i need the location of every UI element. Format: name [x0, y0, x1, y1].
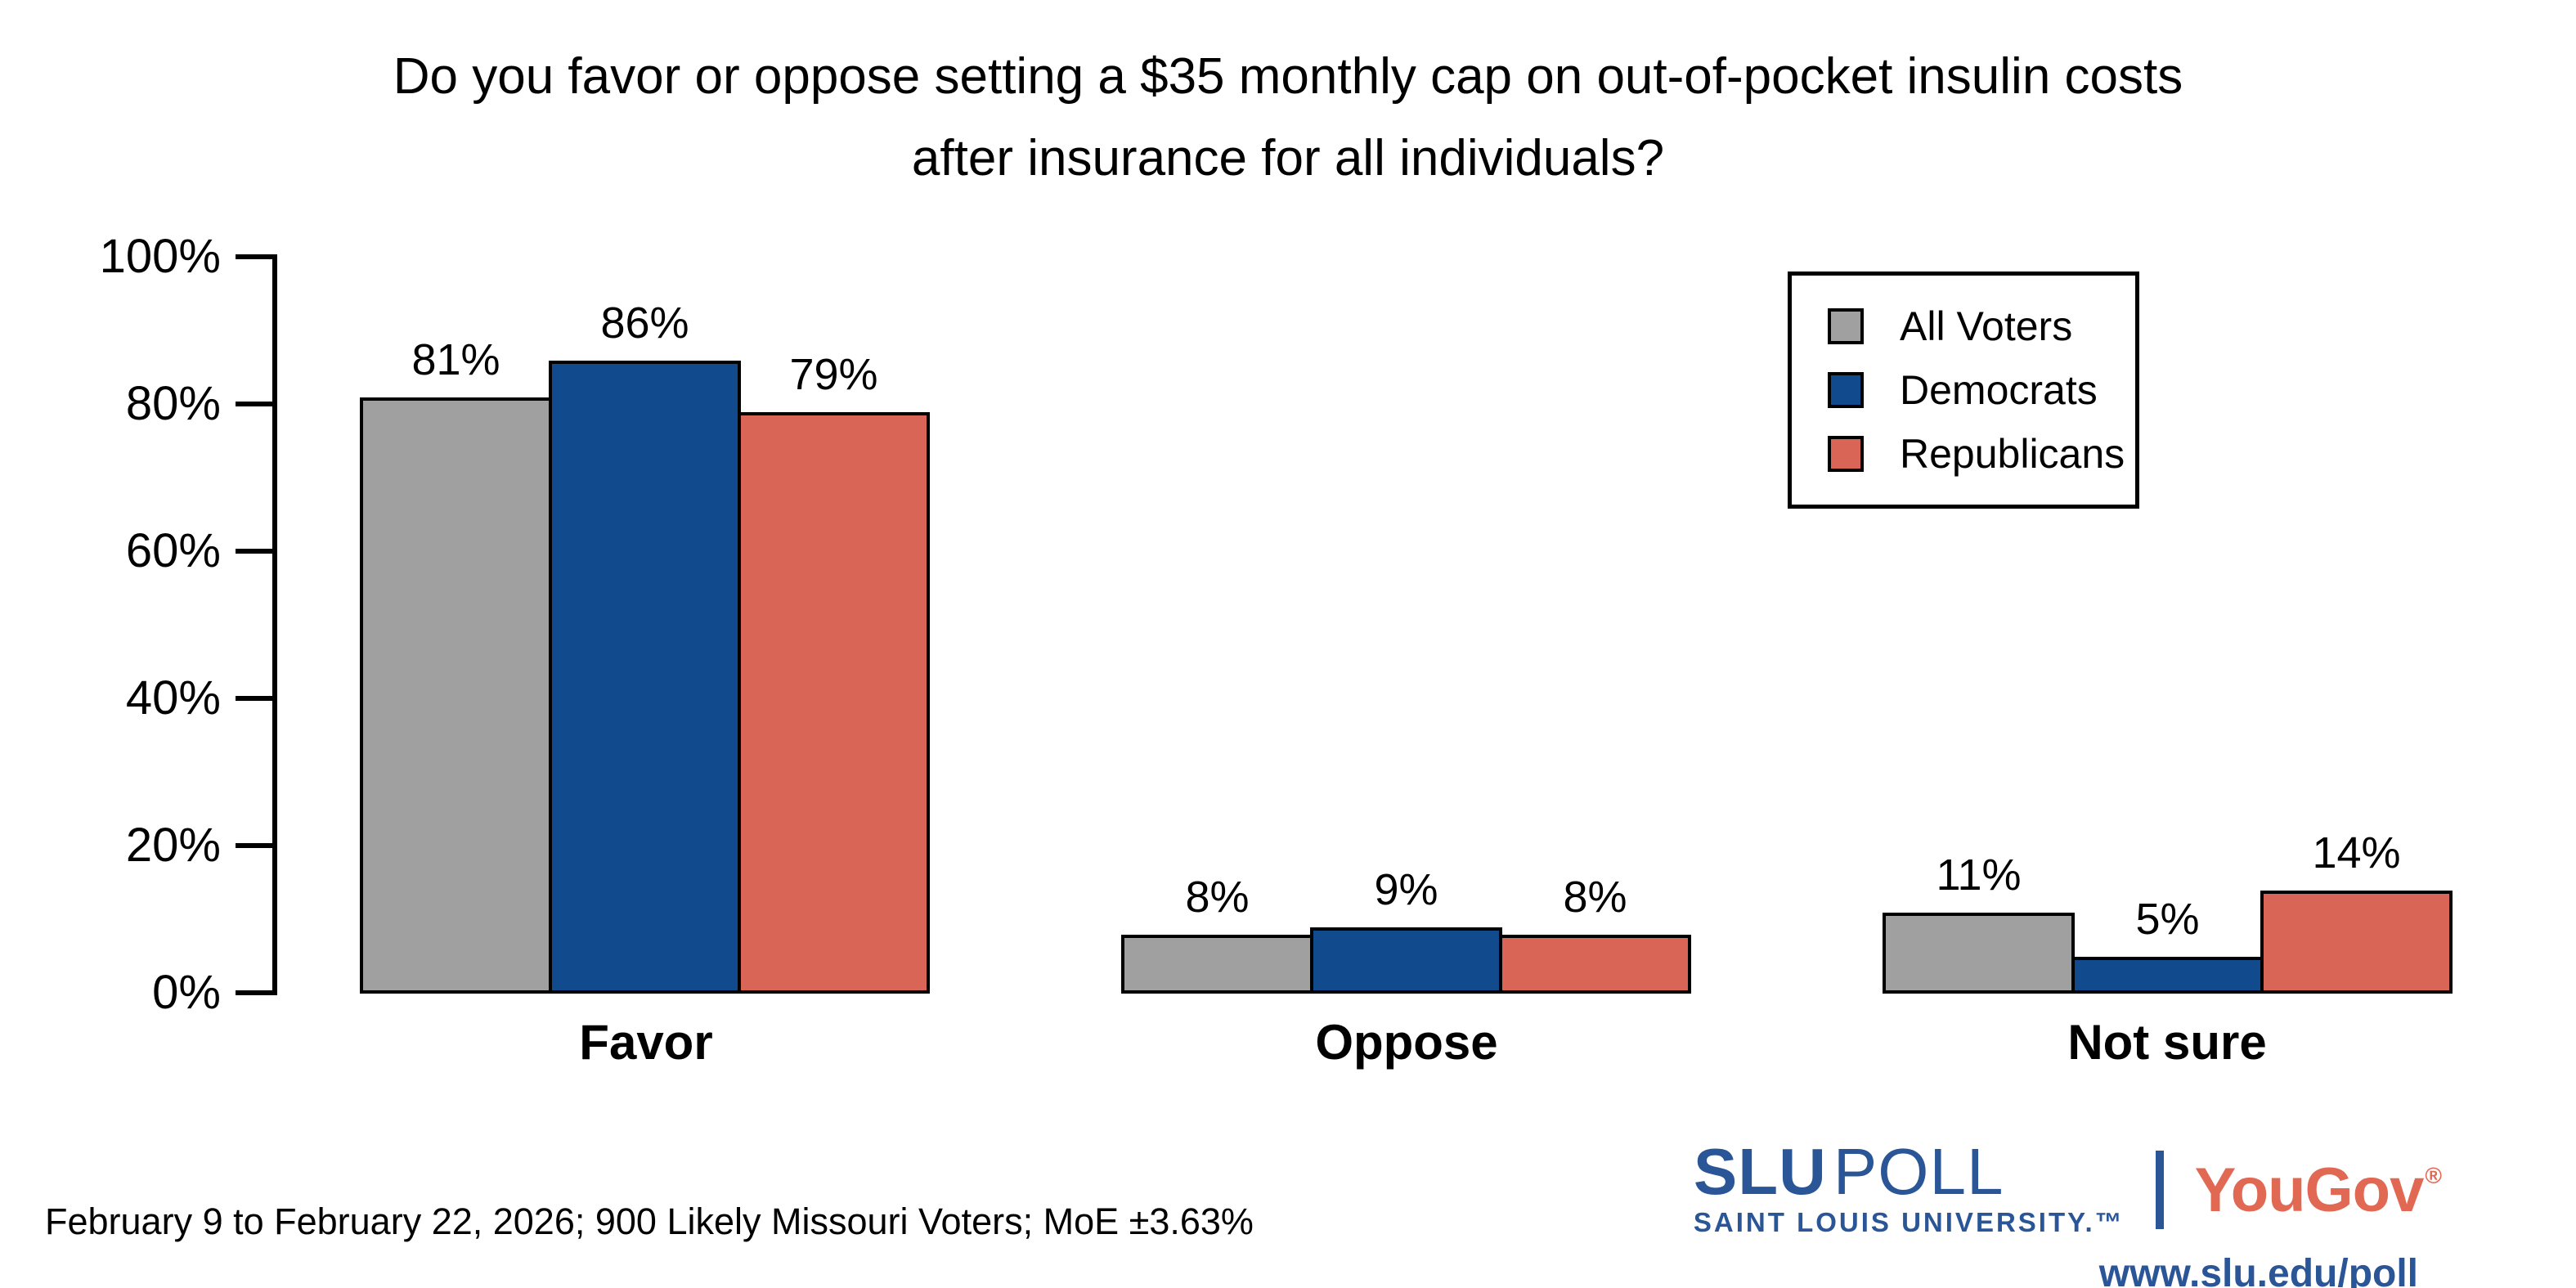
- legend-item-republicans: Republicans: [1828, 433, 2135, 475]
- registered-symbol: ®: [2425, 1162, 2442, 1188]
- y-axis-label-0: 0%: [152, 966, 221, 1019]
- bar-column: 14%: [2260, 828, 2453, 994]
- bar-value-label: 79%: [789, 350, 878, 399]
- bar-column: 11%: [1883, 850, 2075, 994]
- category-label-oppose: Oppose: [1315, 1015, 1498, 1070]
- legend-label-democrats: Democrats: [1900, 367, 2098, 413]
- slu-poll-wordmark: SLU POLL: [1694, 1139, 2004, 1205]
- y-axis-tick-20: [236, 843, 273, 848]
- logo-separator: [2155, 1151, 2164, 1229]
- yougov-logo: YouGov®: [2194, 1155, 2442, 1226]
- branding: SLU POLL SAINT LOUIS UNIVERSITY.™ YouGov®…: [1693, 1139, 2442, 1288]
- bar-column: 8%: [1499, 873, 1691, 994]
- chart-title-line1: Do you favor or oppose setting a $35 mon…: [393, 48, 2183, 105]
- bar-favor-all-voters: [360, 397, 552, 994]
- bar-favor-republicans: [738, 412, 930, 994]
- chart-title: Do you favor or oppose setting a $35 mon…: [0, 36, 2576, 200]
- bar-value-label: 8%: [1185, 873, 1250, 922]
- legend-label-republicans: Republicans: [1900, 431, 2125, 477]
- legend: All Voters Democrats Republicans: [1788, 272, 2139, 509]
- bar-value-label: 14%: [2312, 828, 2401, 877]
- category-label-favor: Favor: [579, 1015, 713, 1070]
- legend-swatch-democrats: [1828, 372, 1864, 408]
- y-axis-tick-40: [236, 696, 273, 701]
- bar-value-label: 5%: [2135, 895, 2200, 944]
- bar-column: 8%: [1121, 873, 1313, 994]
- bar-not-sure-democrats: [2071, 957, 2264, 994]
- y-axis-tick-100: [236, 254, 273, 259]
- poll-logo-text: POLL: [1833, 1135, 2004, 1208]
- bar-value-label: 81%: [411, 335, 500, 384]
- methodology-note: February 9 to February 22, 2026; 900 Lik…: [45, 1200, 1254, 1242]
- slu-poll-logo: SLU POLL SAINT LOUIS UNIVERSITY.™: [1693, 1139, 2125, 1238]
- bar-column: 5%: [2071, 895, 2264, 994]
- y-axis-tick-80: [236, 402, 273, 406]
- bar-value-label: 9%: [1374, 865, 1438, 914]
- legend-swatch-all-voters: [1828, 308, 1864, 344]
- legend-item-democrats: Democrats: [1828, 369, 2135, 411]
- slu-poll-url[interactable]: www.slu.edu/poll: [2098, 1252, 2418, 1288]
- y-axis-label-40: 40%: [125, 671, 221, 725]
- y-axis-label-100: 100%: [99, 230, 221, 283]
- y-axis-label-80: 80%: [125, 377, 221, 430]
- y-axis-label-20: 20%: [125, 819, 221, 872]
- y-axis-line: [272, 254, 277, 995]
- bar-oppose-all-voters: [1121, 935, 1313, 994]
- chart-title-line2: after insurance for all individuals?: [911, 130, 1665, 186]
- bar-not-sure-all-voters: [1883, 913, 2075, 994]
- bar-group-oppose: 8% 9% 8%: [1121, 865, 1691, 994]
- bar-value-label: 86%: [600, 298, 689, 348]
- logo-row: SLU POLL SAINT LOUIS UNIVERSITY.™ YouGov®: [1693, 1139, 2442, 1238]
- bar-column: 79%: [738, 350, 930, 994]
- bar-value-label: 11%: [1936, 850, 2022, 900]
- legend-label-all-voters: All Voters: [1900, 303, 2073, 349]
- slu-subtitle: SAINT LOUIS UNIVERSITY.™: [1693, 1207, 2125, 1237]
- bar-column: 9%: [1310, 865, 1502, 994]
- y-axis-tick-60: [236, 549, 273, 554]
- bar-group-not-sure: 11% 5% 14%: [1883, 828, 2453, 994]
- y-axis-tick-0: [236, 990, 273, 995]
- legend-swatch-republicans: [1828, 436, 1864, 472]
- bar-favor-democrats: [549, 361, 741, 994]
- legend-item-all-voters: All Voters: [1828, 305, 2135, 348]
- bar-group-favor: 81% 86% 79%: [360, 298, 930, 994]
- bar-column: 86%: [549, 298, 741, 994]
- category-label-not-sure: Not sure: [2067, 1015, 2267, 1070]
- bar-not-sure-republicans: [2260, 891, 2453, 994]
- y-axis-label-60: 60%: [125, 524, 221, 577]
- bar-oppose-democrats: [1310, 927, 1502, 994]
- yougov-text: YouGov: [2194, 1155, 2425, 1225]
- bar-oppose-republicans: [1499, 935, 1691, 994]
- bar-value-label: 8%: [1563, 873, 1627, 922]
- slu-logo-text: SLU: [1693, 1135, 1827, 1208]
- bar-column: 81%: [360, 335, 552, 994]
